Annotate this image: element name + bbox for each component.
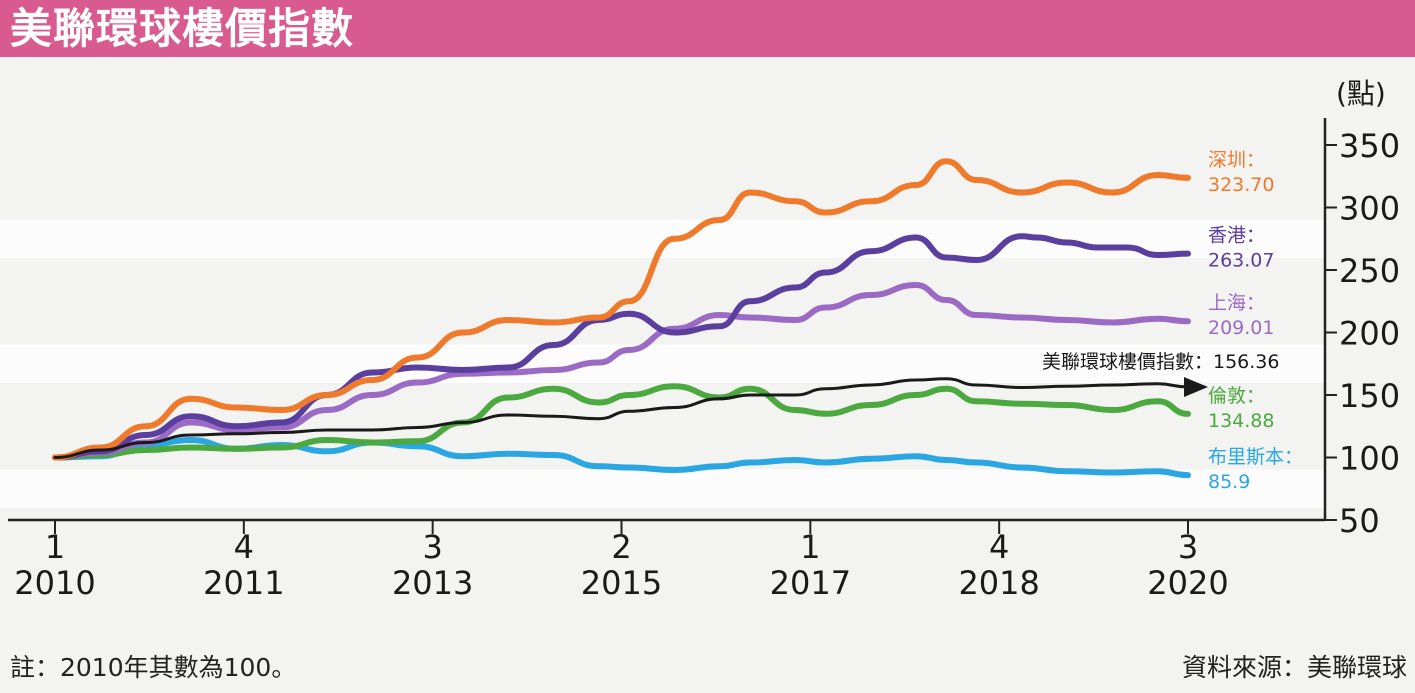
series-label-香港: 香港： xyxy=(1208,225,1265,247)
series-value-香港: 263.07 xyxy=(1208,250,1274,272)
y-tick-label: 200 xyxy=(1339,315,1400,353)
y-tick-label: 300 xyxy=(1339,190,1400,228)
x-tick-year: 2013 xyxy=(392,564,473,602)
x-tick-year: 2010 xyxy=(14,564,95,602)
series-value-深圳: 323.70 xyxy=(1208,174,1274,196)
x-tick-month: 3 xyxy=(422,528,442,566)
x-tick-month: 2 xyxy=(611,528,631,566)
series-value-倫敦: 134.88 xyxy=(1208,410,1274,432)
x-tick-year: 2017 xyxy=(770,564,851,602)
background-bands xyxy=(0,219,1325,508)
series-lines xyxy=(52,158,1208,479)
series-value-上海: 209.01 xyxy=(1208,317,1274,339)
page-title: 美聯環球樓價指數 xyxy=(10,4,355,53)
x-tick-month: 4 xyxy=(234,528,254,566)
y-tick-label: 50 xyxy=(1339,502,1380,540)
axes: 50100150200250300350(點)12010420113201322… xyxy=(8,77,1400,602)
series-label-深圳: 深圳： xyxy=(1208,149,1265,171)
series-value-index: 156.36 xyxy=(1213,351,1279,373)
x-tick-month: 3 xyxy=(1178,528,1198,566)
x-tick-year: 2020 xyxy=(1147,564,1228,602)
series-line-美聯環球樓價指數 xyxy=(53,377,1190,459)
series-line-香港 xyxy=(52,233,1191,461)
source-credit: 資料來源：美聯環球 xyxy=(1181,653,1407,682)
x-tick-year: 2011 xyxy=(203,564,284,602)
series-line-深圳 xyxy=(52,158,1191,461)
series-label-布里斯本: 布里斯本： xyxy=(1208,446,1303,468)
series-value-布里斯本: 85.9 xyxy=(1208,471,1250,493)
series-label-index: 美聯環球樓價指數： xyxy=(1042,351,1213,373)
series-line-倫敦 xyxy=(52,383,1191,461)
series-line-上海 xyxy=(52,282,1191,461)
line-chart: 50100150200250300350(點)12010420113201322… xyxy=(0,77,1400,602)
x-tick-month: 1 xyxy=(45,528,65,566)
series-label-倫敦: 倫敦： xyxy=(1208,385,1265,407)
x-tick-month: 1 xyxy=(800,528,820,566)
y-tick-label: 250 xyxy=(1339,252,1400,290)
index-arrow-head xyxy=(1184,377,1208,398)
series-labels: 深圳： 323.70 香港： 263.07 上海： 209.01 美聯環球樓價指數： 156.… xyxy=(1042,149,1303,493)
series-label-上海: 上海： xyxy=(1208,292,1265,314)
x-tick-year: 2015 xyxy=(581,564,662,602)
x-tick-month: 4 xyxy=(989,528,1009,566)
background-band xyxy=(0,344,1325,383)
y-tick-label: 150 xyxy=(1339,377,1400,415)
chart-area: 50 100 150 200 250 300 350 (點) 1 2010 4 2011 3 2013 2 2… xyxy=(0,57,1415,637)
y-tick-label: 350 xyxy=(1339,127,1400,165)
background-band xyxy=(0,469,1325,508)
background-band xyxy=(0,219,1325,258)
y-tick-label: 100 xyxy=(1339,440,1400,478)
x-tick-year: 2018 xyxy=(958,564,1039,602)
y-axis-unit-label: (點) xyxy=(1336,77,1386,110)
title-bar: 美聯環球樓價指數 xyxy=(0,0,1415,57)
footnote: 註：2010年其數為100。 xyxy=(10,653,297,682)
